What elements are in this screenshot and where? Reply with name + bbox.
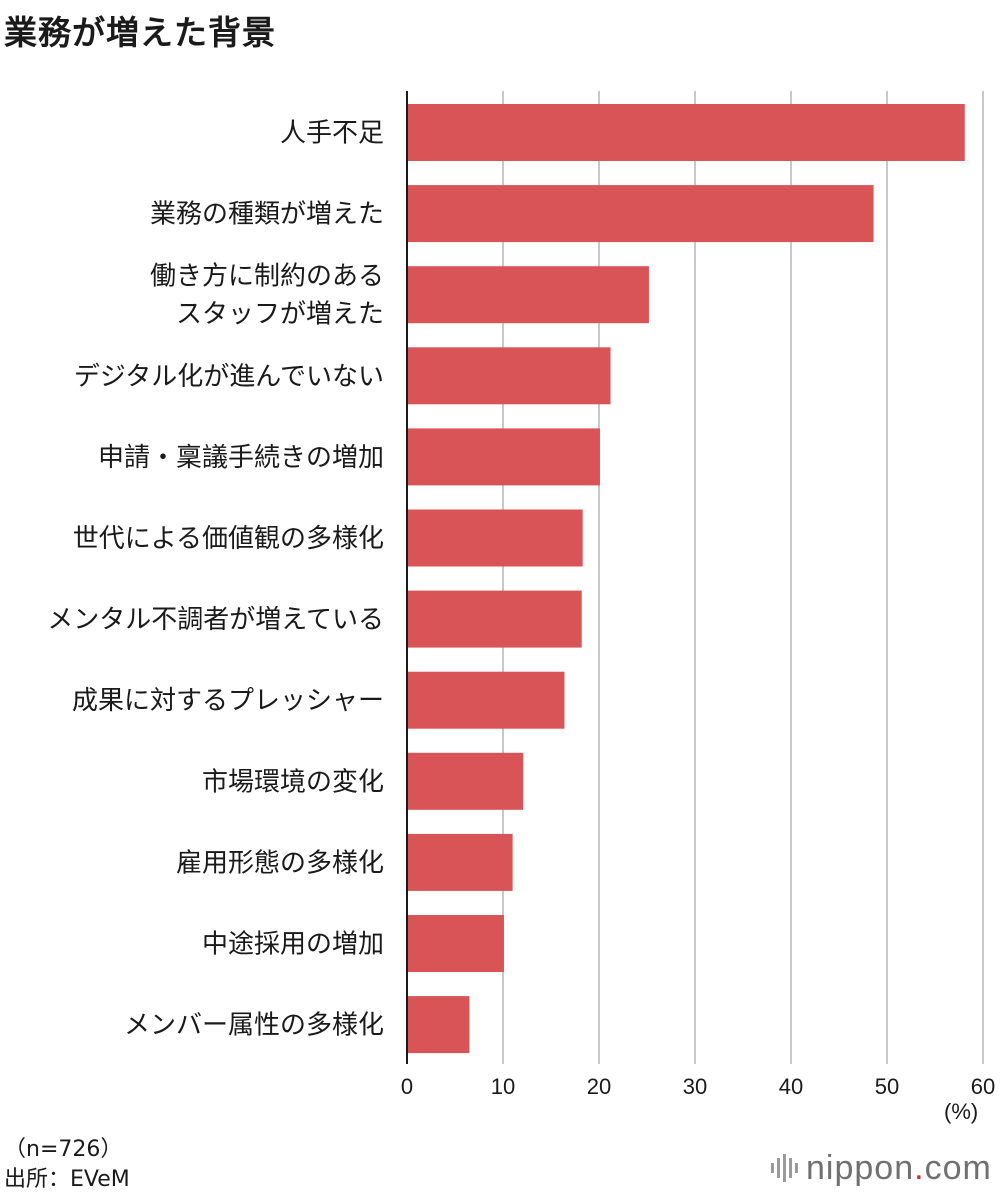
category-label: 業務の種類が増えた — [150, 200, 384, 230]
category-label: 中途採用の増加 — [202, 930, 384, 960]
x-axis-unit-label: (%) — [944, 1099, 979, 1124]
category-label: 成果に対するプレッシャー — [72, 686, 384, 716]
brand-wordmark: nippon.com — [806, 1149, 992, 1188]
x-tick-label: 0 — [401, 1074, 413, 1099]
brand-name: nippon — [806, 1148, 915, 1187]
chart-title: 業務が増えた背景 — [4, 13, 276, 52]
source-note: 出所：EVeM — [4, 1167, 130, 1192]
x-tick-label: 10 — [491, 1074, 515, 1099]
x-tick-label: 50 — [875, 1074, 899, 1099]
bar — [407, 104, 965, 161]
bars — [407, 104, 965, 1054]
x-tick-label: 40 — [779, 1074, 803, 1099]
brand-dot: . — [914, 1148, 925, 1187]
x-tick-label: 20 — [587, 1074, 611, 1099]
sample-size-note: （n=726） — [4, 1137, 123, 1162]
category-label: 働き方に制約のあるスタッフが増えた — [150, 262, 384, 330]
category-label: 雇用形態の多様化 — [176, 848, 384, 878]
bar — [407, 833, 513, 891]
category-label: メンタル不調者が増えている — [47, 605, 384, 635]
x-tick-label: 30 — [683, 1074, 707, 1099]
category-label: 人手不足 — [280, 119, 384, 149]
category-label: 市場環境の変化 — [202, 767, 384, 797]
x-axis-ticks: 0 10 20 30 40 50 60 — [401, 1074, 995, 1099]
x-tick-label: 60 — [971, 1074, 995, 1099]
bar — [407, 915, 504, 972]
category-label: 申請・稟議手続きの増加 — [98, 443, 384, 473]
bar — [407, 266, 649, 324]
bar — [407, 185, 874, 243]
bar — [407, 428, 600, 486]
category-label: メンバー属性の多様化 — [124, 1011, 384, 1041]
category-label: 世代による価値観の多様化 — [73, 524, 384, 554]
bar — [407, 752, 524, 810]
nippon-com-logo: nippon.com — [770, 1148, 992, 1188]
bar — [407, 590, 582, 648]
brand-suffix: com — [924, 1148, 992, 1187]
category-labels: 人手不足業務の種類が増えた働き方に制約のあるスタッフが増えたデジタル化が進んでい… — [47, 119, 384, 1041]
bar — [407, 509, 583, 567]
bar — [407, 996, 470, 1054]
bar — [407, 347, 611, 405]
bar — [407, 671, 565, 729]
nippon-logo-mark-icon — [771, 1154, 798, 1182]
gridlines — [502, 91, 984, 1064]
category-label: デジタル化が進んでいない — [74, 362, 384, 392]
